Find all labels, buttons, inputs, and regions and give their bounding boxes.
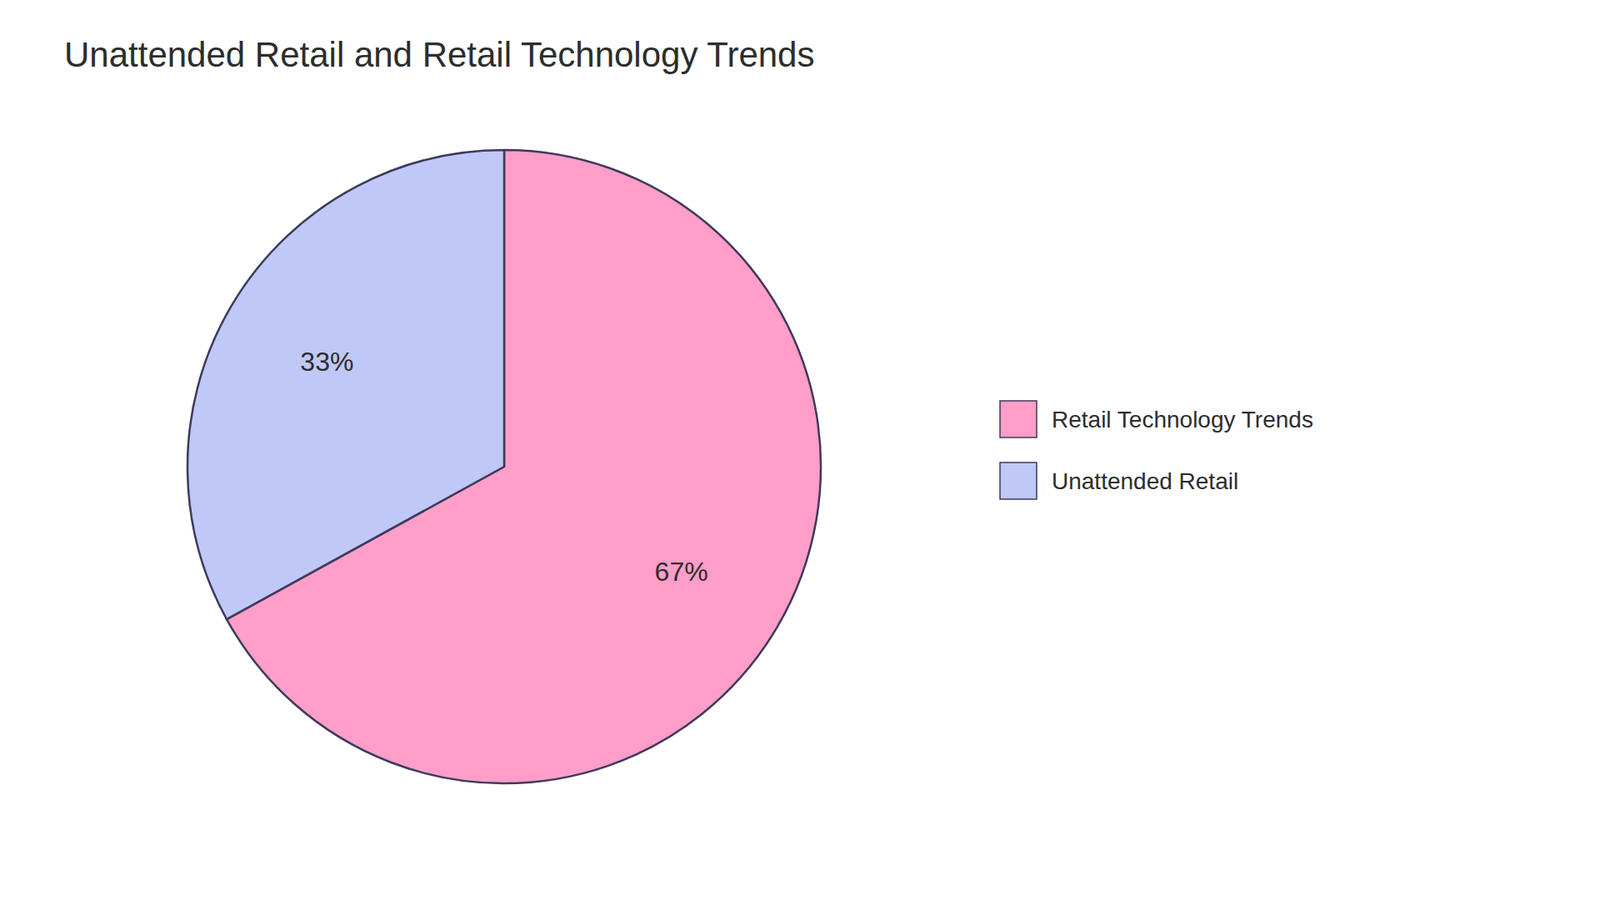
legend-entry: Unattended Retail — [1051, 468, 1239, 495]
legend-swatch — [1000, 462, 1037, 500]
title: Unattended Retail and Retail Technology … — [64, 35, 815, 75]
data-label: 33% — [300, 346, 354, 377]
legend: Retail Technology Trends Unattended Retai… — [1000, 400, 1314, 500]
legend-swatch — [1000, 400, 1037, 438]
pie — [187, 150, 821, 784]
pie-slice — [187, 150, 505, 620]
legend-entry: Retail Technology Trends — [1051, 406, 1314, 433]
data-labels: 67% 33% — [300, 346, 708, 586]
background — [0, 0, 1600, 900]
data-label: 67% — [655, 556, 709, 587]
chart: Unattended Retail and Retail Technology … — [0, 0, 1600, 900]
